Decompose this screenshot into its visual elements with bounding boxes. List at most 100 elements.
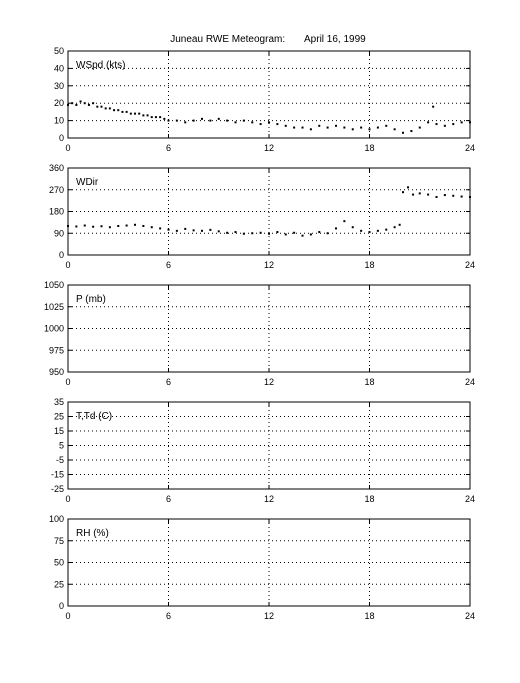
data-point — [318, 124, 321, 127]
y-tick-label: 270 — [49, 185, 64, 195]
y-tick-label: 100 — [49, 514, 64, 524]
data-point — [368, 231, 371, 234]
data-point — [452, 194, 455, 197]
panel-label: T,Td (C) — [76, 411, 112, 422]
x-tick-label: 6 — [166, 260, 171, 270]
x-tick-label: 18 — [364, 143, 374, 153]
data-point — [360, 126, 363, 129]
y-tick-label: 10 — [54, 116, 64, 126]
data-point — [427, 121, 430, 124]
data-point — [75, 103, 78, 106]
data-point — [113, 109, 116, 112]
y-tick-label: 1050 — [44, 280, 64, 290]
y-tick-label: 20 — [54, 98, 64, 108]
y-tick-label: 360 — [49, 163, 64, 173]
data-point — [108, 226, 111, 229]
y-tick-label: 90 — [54, 228, 64, 238]
data-point — [154, 116, 157, 119]
data-point — [385, 228, 388, 231]
x-tick-label: 0 — [65, 143, 70, 153]
data-point — [343, 126, 346, 129]
data-point — [201, 117, 203, 120]
data-point — [393, 226, 396, 229]
data-point — [167, 228, 170, 231]
data-point — [121, 110, 124, 113]
data-point — [276, 231, 279, 234]
data-point — [167, 119, 170, 122]
y-tick-label: 75 — [54, 536, 64, 546]
data-point — [326, 232, 329, 235]
y-tick-label: -25 — [51, 484, 64, 494]
data-point — [150, 116, 153, 119]
y-tick-label: 35 — [54, 397, 64, 407]
data-point — [398, 223, 401, 226]
data-point — [351, 226, 354, 229]
data-point — [209, 228, 212, 231]
y-tick-label: 975 — [49, 345, 64, 355]
data-point — [259, 231, 262, 234]
data-point — [142, 114, 145, 117]
data-point — [184, 227, 187, 230]
y-tick-label: 0 — [59, 133, 64, 143]
data-point — [242, 119, 245, 122]
data-point — [192, 229, 195, 232]
x-tick-label: 6 — [166, 143, 171, 153]
data-point — [443, 194, 446, 197]
data-point — [134, 223, 136, 226]
chart-title: Juneau RWE Meteogram: April 16, 1999 — [170, 34, 366, 45]
data-point — [217, 230, 220, 233]
x-tick-label: 24 — [465, 377, 475, 387]
data-point — [209, 119, 212, 122]
data-point — [376, 126, 379, 129]
y-tick-label: 50 — [54, 558, 64, 568]
data-point — [268, 121, 270, 124]
data-point — [83, 102, 86, 105]
x-tick-label: 0 — [65, 377, 70, 387]
x-tick-label: 12 — [264, 494, 274, 504]
x-tick-label: 0 — [65, 611, 70, 621]
x-tick-label: 6 — [166, 611, 171, 621]
data-point — [368, 128, 371, 131]
data-point — [284, 233, 287, 236]
y-tick-label: 25 — [54, 579, 64, 589]
data-point — [293, 126, 296, 129]
data-point — [432, 105, 435, 108]
x-tick-label: 18 — [364, 611, 374, 621]
data-point — [242, 232, 245, 235]
data-point — [100, 105, 103, 108]
data-point — [75, 225, 78, 228]
data-point — [234, 231, 237, 234]
data-point — [284, 124, 287, 127]
data-point — [335, 227, 337, 230]
data-point — [443, 124, 446, 127]
data-point — [175, 229, 178, 232]
data-point — [335, 124, 337, 127]
data-point — [129, 112, 132, 115]
data-point — [184, 121, 187, 124]
y-tick-label: -5 — [56, 455, 64, 465]
data-point — [435, 123, 438, 126]
data-point — [343, 220, 346, 223]
data-point — [125, 224, 128, 227]
data-point — [402, 131, 404, 134]
data-point — [309, 233, 312, 236]
data-point — [100, 225, 103, 228]
y-tick-label: 180 — [49, 207, 64, 217]
x-tick-label: 6 — [166, 377, 171, 387]
data-point — [146, 114, 149, 117]
data-point — [201, 229, 203, 232]
data-point — [117, 225, 120, 227]
y-tick-label: 40 — [54, 63, 64, 73]
data-point — [163, 117, 166, 120]
data-point — [412, 193, 415, 196]
data-point — [134, 112, 136, 115]
data-point — [318, 231, 321, 234]
data-point — [251, 232, 254, 235]
data-point — [309, 128, 312, 131]
data-point — [418, 126, 421, 129]
data-point — [226, 231, 229, 234]
panel-label: RH (%) — [76, 528, 109, 539]
data-point — [71, 102, 74, 105]
x-tick-label: 18 — [364, 260, 374, 270]
